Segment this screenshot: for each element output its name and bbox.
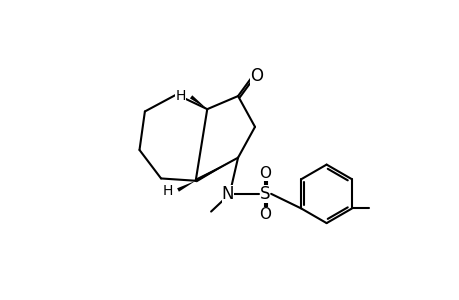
Text: N: N	[221, 185, 234, 203]
Polygon shape	[177, 181, 195, 192]
Polygon shape	[194, 158, 238, 182]
Text: O: O	[258, 207, 270, 222]
Text: H: H	[175, 89, 185, 103]
Text: O: O	[258, 166, 270, 181]
Text: H: H	[162, 184, 172, 198]
Text: O: O	[250, 67, 263, 85]
Polygon shape	[190, 95, 207, 109]
Text: S: S	[259, 185, 270, 203]
